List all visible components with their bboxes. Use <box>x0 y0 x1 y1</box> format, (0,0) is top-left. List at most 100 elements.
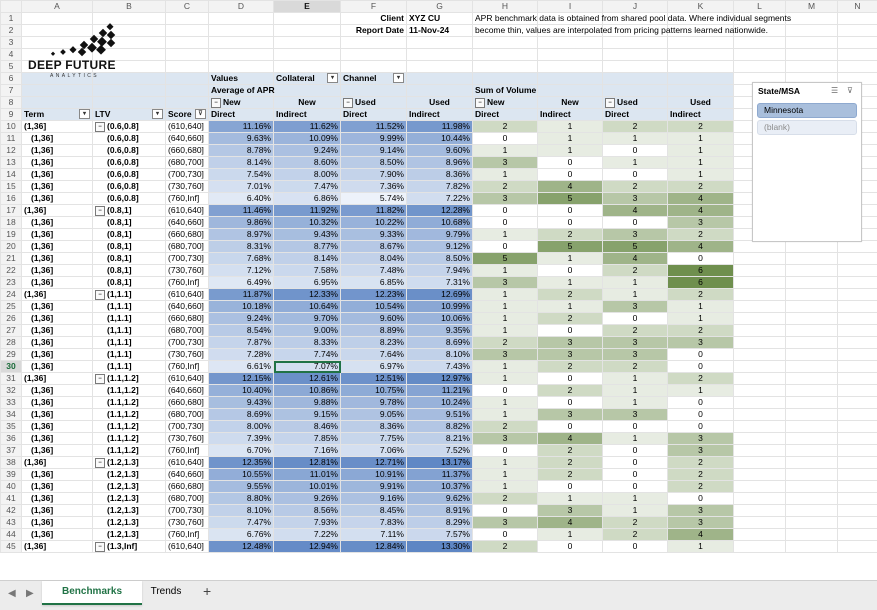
column-header-l[interactable]: L <box>734 1 786 13</box>
apr-cell[interactable]: 9.88% <box>274 397 341 409</box>
apr-cell[interactable]: 9.99% <box>341 133 407 145</box>
volume-cell[interactable]: 3 <box>603 409 668 421</box>
term-cell[interactable]: (1,36] <box>22 481 93 493</box>
row-header[interactable]: 22 <box>1 265 22 277</box>
apr-cell[interactable]: 9.33% <box>341 229 407 241</box>
volume-cell[interactable]: 1 <box>603 157 668 169</box>
empty-cell[interactable] <box>668 37 734 49</box>
row-header[interactable]: 24 <box>1 289 22 301</box>
apr-cell[interactable]: 12.69% <box>407 289 473 301</box>
empty-cell[interactable] <box>786 361 838 373</box>
empty-cell[interactable] <box>786 253 838 265</box>
empty-cell[interactable] <box>786 373 838 385</box>
empty-cell[interactable] <box>407 73 473 85</box>
volume-cell[interactable]: 1 <box>473 313 538 325</box>
apr-cell[interactable]: 9.60% <box>341 313 407 325</box>
volume-cell[interactable]: 0 <box>603 421 668 433</box>
empty-cell[interactable] <box>838 505 877 517</box>
ltv-cell[interactable]: (1.2,1.3] <box>93 481 166 493</box>
empty-cell[interactable] <box>838 493 877 505</box>
row-header[interactable]: 31 <box>1 373 22 385</box>
empty-cell[interactable] <box>209 25 274 37</box>
volume-cell[interactable]: 3 <box>603 301 668 313</box>
volume-cell[interactable]: 0 <box>538 265 603 277</box>
empty-cell[interactable] <box>786 397 838 409</box>
score-cell[interactable]: (680,700] <box>166 409 209 421</box>
ltv-cell[interactable]: (1.2,1.3] <box>93 529 166 541</box>
empty-cell[interactable] <box>838 385 877 397</box>
empty-cell[interactable] <box>22 49 93 61</box>
empty-cell[interactable] <box>734 349 786 361</box>
volume-cell[interactable]: 4 <box>668 205 734 217</box>
empty-cell[interactable] <box>341 49 407 61</box>
apr-cell[interactable]: 12.51% <box>341 373 407 385</box>
empty-cell[interactable] <box>838 397 877 409</box>
apr-cell[interactable]: 10.68% <box>407 217 473 229</box>
volume-cell[interactable]: 4 <box>603 253 668 265</box>
volume-cell[interactable]: 2 <box>538 361 603 373</box>
volume-cell[interactable]: 2 <box>668 121 734 133</box>
apr-cell[interactable]: 7.16% <box>274 445 341 457</box>
row-header[interactable]: 28 <box>1 337 22 349</box>
score-cell[interactable]: (760,Inf] <box>166 529 209 541</box>
column-header-i[interactable]: I <box>538 1 603 13</box>
row-header[interactable]: 35 <box>1 421 22 433</box>
apr-cell[interactable]: 6.95% <box>274 277 341 289</box>
term-cell[interactable]: (1,36] <box>22 409 93 421</box>
apr-cell[interactable]: 9.43% <box>274 229 341 241</box>
empty-cell[interactable] <box>603 73 668 85</box>
apr-cell[interactable]: 10.37% <box>407 481 473 493</box>
apr-cell[interactable]: 9.55% <box>209 481 274 493</box>
volume-cell[interactable]: 1 <box>668 145 734 157</box>
empty-cell[interactable] <box>166 73 209 85</box>
empty-cell[interactable] <box>786 385 838 397</box>
apr-cell[interactable]: 10.86% <box>274 385 341 397</box>
score-cell[interactable]: (760,Inf] <box>166 277 209 289</box>
empty-cell[interactable] <box>93 37 166 49</box>
score-cell[interactable]: (680,700] <box>166 325 209 337</box>
empty-cell[interactable] <box>341 61 407 73</box>
volume-cell[interactable]: 0 <box>668 409 734 421</box>
volume-cell[interactable]: 0 <box>603 145 668 157</box>
empty-cell[interactable] <box>93 49 166 61</box>
empty-cell[interactable] <box>786 25 838 37</box>
apr-cell[interactable]: 6.70% <box>209 445 274 457</box>
apr-cell[interactable]: 8.23% <box>341 337 407 349</box>
ltv-collapse-icon[interactable]: − <box>95 542 105 552</box>
apr-cell[interactable]: 12.84% <box>341 541 407 553</box>
empty-cell[interactable] <box>838 37 877 49</box>
empty-cell[interactable] <box>786 349 838 361</box>
empty-cell[interactable] <box>838 301 877 313</box>
volume-cell[interactable]: 1 <box>603 133 668 145</box>
apr-cell[interactable]: 8.45% <box>341 505 407 517</box>
empty-cell[interactable] <box>734 265 786 277</box>
apr-cell[interactable]: 9.00% <box>274 325 341 337</box>
apr-cell[interactable]: 10.64% <box>274 301 341 313</box>
volume-cell[interactable]: 2 <box>473 121 538 133</box>
scroll-right-icon[interactable]: ▶ <box>26 588 34 599</box>
empty-cell[interactable] <box>838 253 877 265</box>
term-cell[interactable]: (1,36] <box>22 493 93 505</box>
volume-cell[interactable]: 0 <box>603 445 668 457</box>
empty-cell[interactable] <box>603 37 668 49</box>
volume-cell[interactable]: 2 <box>538 385 603 397</box>
ltv-cell[interactable]: (1.1,1.2] <box>93 385 166 397</box>
volume-cell[interactable]: 0 <box>538 169 603 181</box>
term-cell[interactable]: (1,36] <box>22 445 93 457</box>
volume-cell[interactable]: 1 <box>473 229 538 241</box>
empty-cell[interactable] <box>734 373 786 385</box>
volume-cell[interactable]: 2 <box>603 121 668 133</box>
volume-cell[interactable]: 1 <box>538 253 603 265</box>
empty-cell[interactable] <box>734 433 786 445</box>
empty-cell[interactable] <box>93 73 166 85</box>
ltv-cell[interactable]: (1,1.1] <box>93 301 166 313</box>
row-header[interactable]: 18 <box>1 217 22 229</box>
row-header[interactable]: 40 <box>1 481 22 493</box>
channel-filter[interactable]: Channel▾ <box>341 73 407 85</box>
apr-cell[interactable]: 8.36% <box>407 169 473 181</box>
row-header[interactable]: 41 <box>1 493 22 505</box>
apr-cell[interactable]: 10.01% <box>274 481 341 493</box>
empty-cell[interactable] <box>786 469 838 481</box>
apr-cell[interactable]: 12.35% <box>209 457 274 469</box>
score-cell[interactable]: (760,Inf] <box>166 445 209 457</box>
